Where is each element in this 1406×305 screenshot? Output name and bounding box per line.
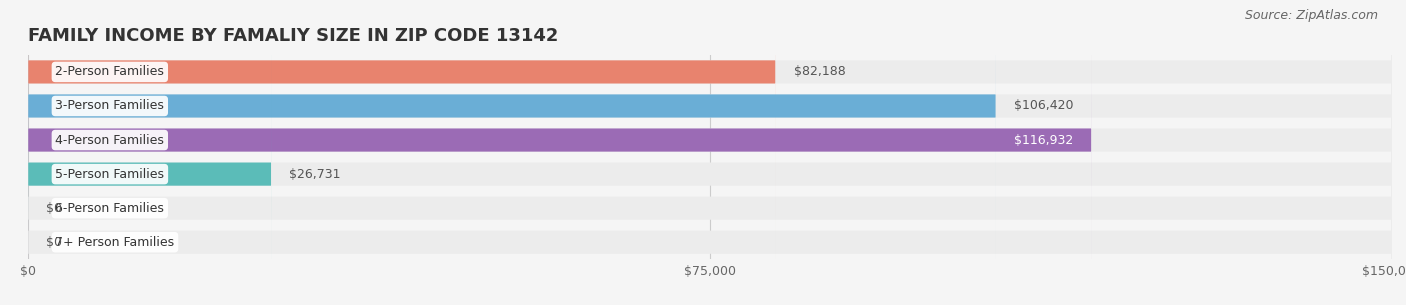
FancyBboxPatch shape bbox=[28, 0, 1091, 305]
FancyBboxPatch shape bbox=[28, 0, 1392, 305]
Text: 6-Person Families: 6-Person Families bbox=[55, 202, 165, 215]
Text: $82,188: $82,188 bbox=[793, 66, 845, 78]
FancyBboxPatch shape bbox=[28, 0, 1392, 305]
FancyBboxPatch shape bbox=[28, 0, 995, 305]
Text: FAMILY INCOME BY FAMALIY SIZE IN ZIP CODE 13142: FAMILY INCOME BY FAMALIY SIZE IN ZIP COD… bbox=[28, 27, 558, 45]
Text: 3-Person Families: 3-Person Families bbox=[55, 99, 165, 113]
Text: $0: $0 bbox=[46, 236, 62, 249]
Text: 2-Person Families: 2-Person Families bbox=[55, 66, 165, 78]
FancyBboxPatch shape bbox=[28, 0, 1392, 305]
FancyBboxPatch shape bbox=[28, 0, 271, 305]
FancyBboxPatch shape bbox=[28, 0, 1392, 305]
Text: Source: ZipAtlas.com: Source: ZipAtlas.com bbox=[1244, 9, 1378, 22]
Text: 5-Person Families: 5-Person Families bbox=[55, 168, 165, 181]
FancyBboxPatch shape bbox=[28, 0, 775, 305]
Text: 7+ Person Families: 7+ Person Families bbox=[55, 236, 174, 249]
Text: $0: $0 bbox=[46, 202, 62, 215]
FancyBboxPatch shape bbox=[28, 0, 1392, 305]
Text: $106,420: $106,420 bbox=[1014, 99, 1073, 113]
Text: $26,731: $26,731 bbox=[290, 168, 340, 181]
FancyBboxPatch shape bbox=[28, 0, 1392, 305]
Text: 4-Person Families: 4-Person Families bbox=[55, 134, 165, 146]
Text: $116,932: $116,932 bbox=[1014, 134, 1073, 146]
